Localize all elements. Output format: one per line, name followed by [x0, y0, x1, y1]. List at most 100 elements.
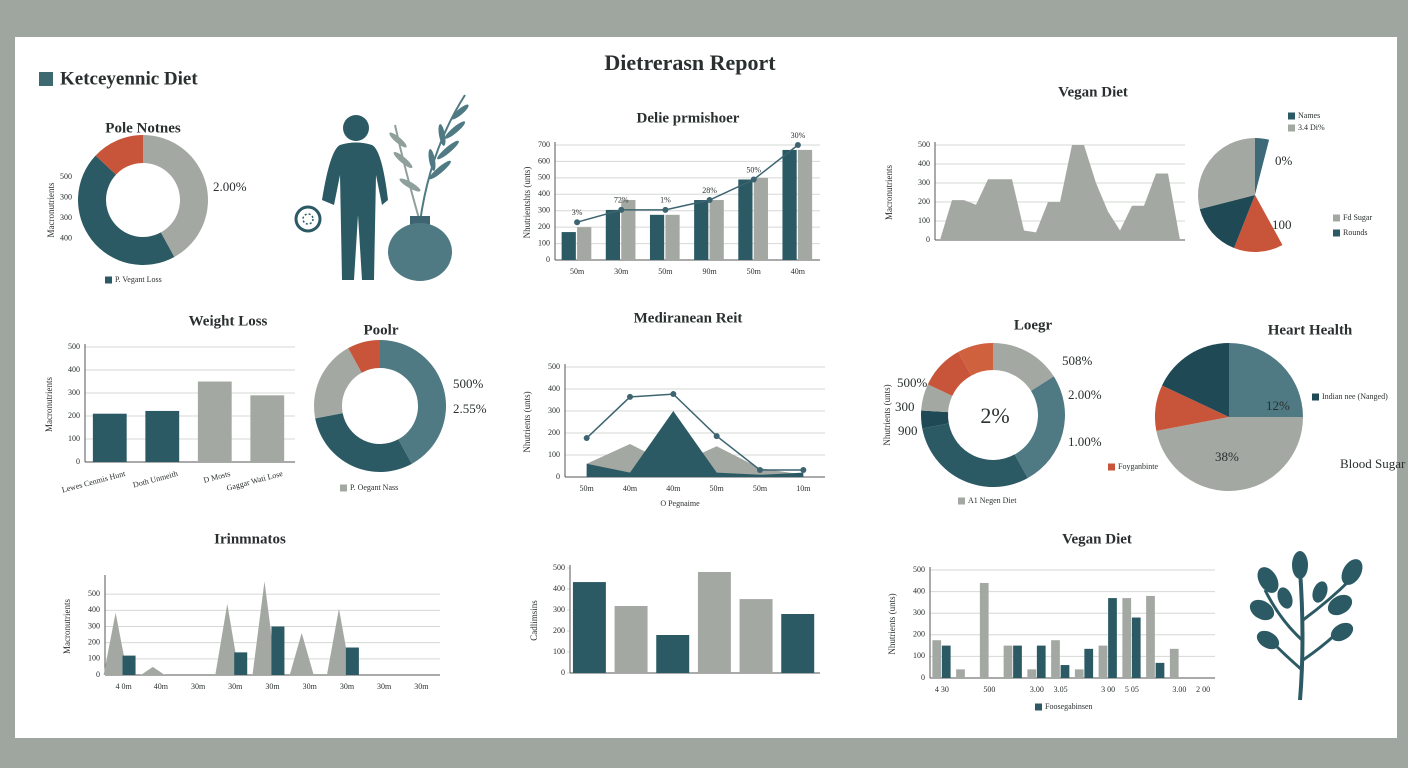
y-tick-label: 0 [926, 235, 930, 244]
y-tick-label: 0 [96, 670, 100, 679]
bar [1027, 669, 1037, 678]
y-tick-label: 0 [921, 673, 925, 682]
bar [797, 149, 813, 260]
bar [572, 582, 606, 673]
pie-slice [348, 340, 380, 373]
annotation: 508% [1062, 353, 1093, 368]
pie-slice [1154, 385, 1229, 431]
bar [197, 381, 232, 462]
scale-label: 500 [60, 172, 72, 181]
pie-slice [958, 343, 993, 376]
bar [1074, 669, 1084, 678]
y-tick-label: 100 [538, 238, 550, 247]
x-tick-label: 40m [154, 682, 169, 691]
point-label: 72% [614, 196, 629, 205]
bar [1003, 645, 1013, 678]
y-tick-label: 300 [548, 406, 560, 415]
y-tick-label: 100 [68, 434, 80, 443]
y-tick-label: 300 [918, 178, 930, 187]
y-tick-label: 500 [548, 362, 560, 371]
pie-slice [927, 351, 972, 396]
bar [1108, 598, 1117, 678]
pie-slice [1162, 343, 1229, 417]
annotation: 0% [1275, 153, 1293, 168]
legend-swatch [1312, 393, 1319, 401]
pie-slice [1229, 343, 1303, 417]
legend-swatch [1333, 214, 1340, 222]
bar [1155, 662, 1165, 678]
y-tick-label: 0 [556, 472, 560, 481]
line-point [618, 206, 625, 213]
y-tick-label: 0 [76, 457, 80, 466]
line-point [800, 466, 807, 473]
scale-label: 300 [60, 213, 72, 222]
y-tick-label: 300 [913, 608, 925, 617]
bar [694, 200, 709, 260]
chart-title: Vegan Diet [1062, 531, 1132, 547]
spike [140, 666, 165, 675]
bar [739, 599, 773, 673]
bar [145, 410, 180, 462]
line [586, 393, 804, 471]
pie-slice [380, 340, 447, 464]
y-tick-label: 100 [918, 216, 930, 225]
legend-label: Names [1298, 111, 1320, 120]
x-tick-label: 40m [791, 267, 806, 276]
report-title: Dietrerasn Report [604, 50, 776, 75]
chart-title: Irinmnatos [214, 531, 286, 547]
line-point [627, 393, 633, 400]
point-label: 1% [660, 196, 671, 205]
x-tick-label: 3 00 [1101, 685, 1115, 694]
bar [92, 413, 127, 462]
pie-slice [1197, 138, 1255, 210]
x-tick-label: 30m [614, 267, 629, 276]
bar [782, 149, 797, 260]
y-tick-label: 200 [538, 222, 550, 231]
bar [614, 606, 648, 673]
y-tick-label: 300 [538, 206, 550, 215]
point-label: 28% [702, 186, 717, 195]
x-tick-label: 30m [228, 682, 243, 691]
bar [1060, 665, 1070, 678]
x-tick-label: 5 05 [1125, 685, 1139, 694]
x-tick-label: 30m [191, 682, 206, 691]
x-tick-label: 4 30 [935, 685, 949, 694]
legend-swatch [340, 484, 347, 492]
y-axis-label: Nhutrients (unts) [882, 384, 892, 445]
y-tick-label: 300 [88, 621, 100, 630]
y-tick-label: 100 [913, 651, 925, 660]
bar [979, 582, 989, 678]
x-tick-label: 4 0m [115, 682, 132, 691]
line-point [757, 466, 763, 473]
x-tick-label: 30m [265, 682, 280, 691]
x-tick-label: 3.00 [1030, 685, 1044, 694]
legend-swatch [1288, 124, 1295, 132]
bar [781, 613, 815, 673]
pie-slice [95, 135, 143, 175]
annotation: 300 [895, 399, 915, 414]
x-axis-label: O Pegnaime [660, 499, 700, 508]
y-tick-label: 500 [918, 140, 930, 149]
y-tick-label: 500 [88, 589, 100, 598]
pie-slice [1255, 138, 1270, 195]
legend-label: Foyganbinte [1118, 462, 1158, 471]
y-tick-label: 100 [553, 647, 565, 656]
x-tick-label: 50m [580, 484, 595, 493]
annotation: 100 [1272, 217, 1292, 232]
bar [656, 634, 690, 673]
bar [621, 200, 636, 260]
spike [326, 608, 351, 675]
legend-swatch [1333, 229, 1340, 237]
pie-slice [1234, 195, 1283, 253]
legend-swatch [1035, 703, 1042, 711]
bar [345, 647, 359, 675]
annotation: 12% [1266, 398, 1290, 413]
bar [932, 640, 942, 678]
x-tick-label: 3.05 [1054, 685, 1068, 694]
legend-swatch [105, 276, 112, 284]
legend-label: 3.4 Di% [1298, 123, 1325, 132]
annotation: 900 [898, 423, 918, 438]
pie-slice [1199, 195, 1255, 248]
